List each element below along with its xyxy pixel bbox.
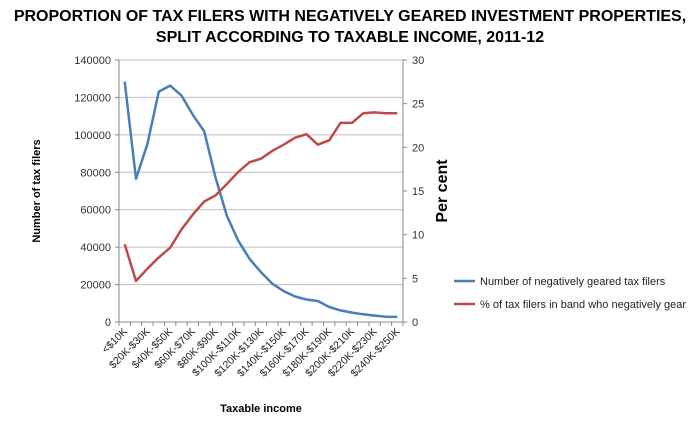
y2-tick-label: 30 xyxy=(412,55,424,67)
y-tick-label: 60000 xyxy=(80,205,111,217)
y2-tick-label: 20 xyxy=(412,142,424,154)
legend-label-percent: % of tax filers in band who negatively g… xyxy=(480,299,686,311)
y2-tick-label: 5 xyxy=(412,273,418,285)
legend-label-filers: Number of negatively geared tax filers xyxy=(480,276,666,288)
axes: 0 20000 40000 60000 80000 100000 120000 140000 0… xyxy=(74,55,424,380)
y-tick-label: 0 xyxy=(105,317,111,329)
y2-tick-label: 0 xyxy=(412,317,418,329)
y2-tick-label: 25 xyxy=(412,99,424,111)
series-lines xyxy=(123,81,398,319)
gridlines xyxy=(119,59,403,286)
y-tick-label: 100000 xyxy=(74,130,111,142)
y-tick-label: 120000 xyxy=(74,92,111,104)
y-tick-label: 40000 xyxy=(80,242,111,254)
chart-title: PROPORTION OF TAX FILERS WITH NEGATIVELY… xyxy=(0,6,700,50)
y-tick-label: 140000 xyxy=(74,55,111,67)
y-axis-label: Number of tax filers xyxy=(31,139,43,242)
y2-tick-label: 15 xyxy=(412,186,424,198)
chart-title-line-2: SPLIT ACCORDING TO TAXABLE INCOME, 2011-… xyxy=(155,29,545,46)
y-tick-label: 20000 xyxy=(80,280,111,292)
y2-tick-label: 10 xyxy=(412,230,424,242)
legend: Number of negatively geared tax filers %… xyxy=(454,276,686,311)
y-tick-label: 80000 xyxy=(80,167,111,179)
series-line-percent xyxy=(123,111,398,283)
y2-axis-label: Per cent xyxy=(434,159,451,223)
chart-title-line-1: PROPORTION OF TAX FILERS WITH NEGATIVELY… xyxy=(13,8,687,25)
x-axis-label: Taxable income xyxy=(220,403,302,415)
series-line-filers xyxy=(123,81,398,319)
